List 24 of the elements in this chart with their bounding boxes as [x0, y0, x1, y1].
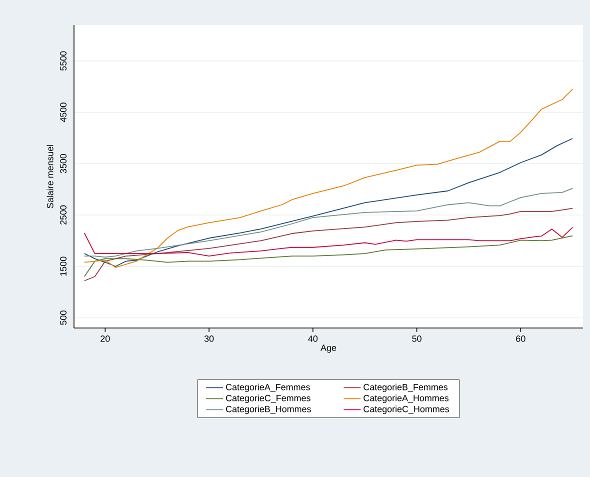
x-tick-label: 40 — [308, 336, 318, 342]
x-tick-label: 50 — [412, 336, 422, 342]
y-tick-label: 500 — [60, 310, 66, 325]
x-tick-label: 30 — [204, 336, 214, 342]
legend-label: CategorieA_Hommes — [364, 394, 449, 404]
y-axis-title: Salaire mensuel — [46, 144, 54, 208]
line-series — [84, 188, 574, 258]
y-tick-label: 3500 — [60, 154, 66, 174]
y-tick-label: 2500 — [60, 205, 66, 225]
legend-label: CategorieC_Hommes — [364, 406, 450, 414]
y-tick-label: 1500 — [60, 256, 66, 276]
line-series — [84, 208, 574, 282]
legend-label: CategorieC_Femmes — [226, 394, 310, 404]
x-tick-label: 20 — [100, 336, 110, 342]
legend-label: CategorieB_Femmes — [364, 384, 448, 392]
legend-label: CategorieB_Hommes — [226, 406, 311, 414]
y-tick-label: 4500 — [60, 102, 66, 122]
legend-label: CategorieA_Femmes — [226, 384, 310, 392]
x-axis-title: Age — [320, 344, 336, 353]
line-series — [84, 235, 574, 278]
line-series — [84, 138, 574, 267]
x-tick-label: 60 — [516, 336, 526, 342]
line-series — [84, 88, 574, 268]
y-tick-label: 5500 — [60, 51, 66, 71]
